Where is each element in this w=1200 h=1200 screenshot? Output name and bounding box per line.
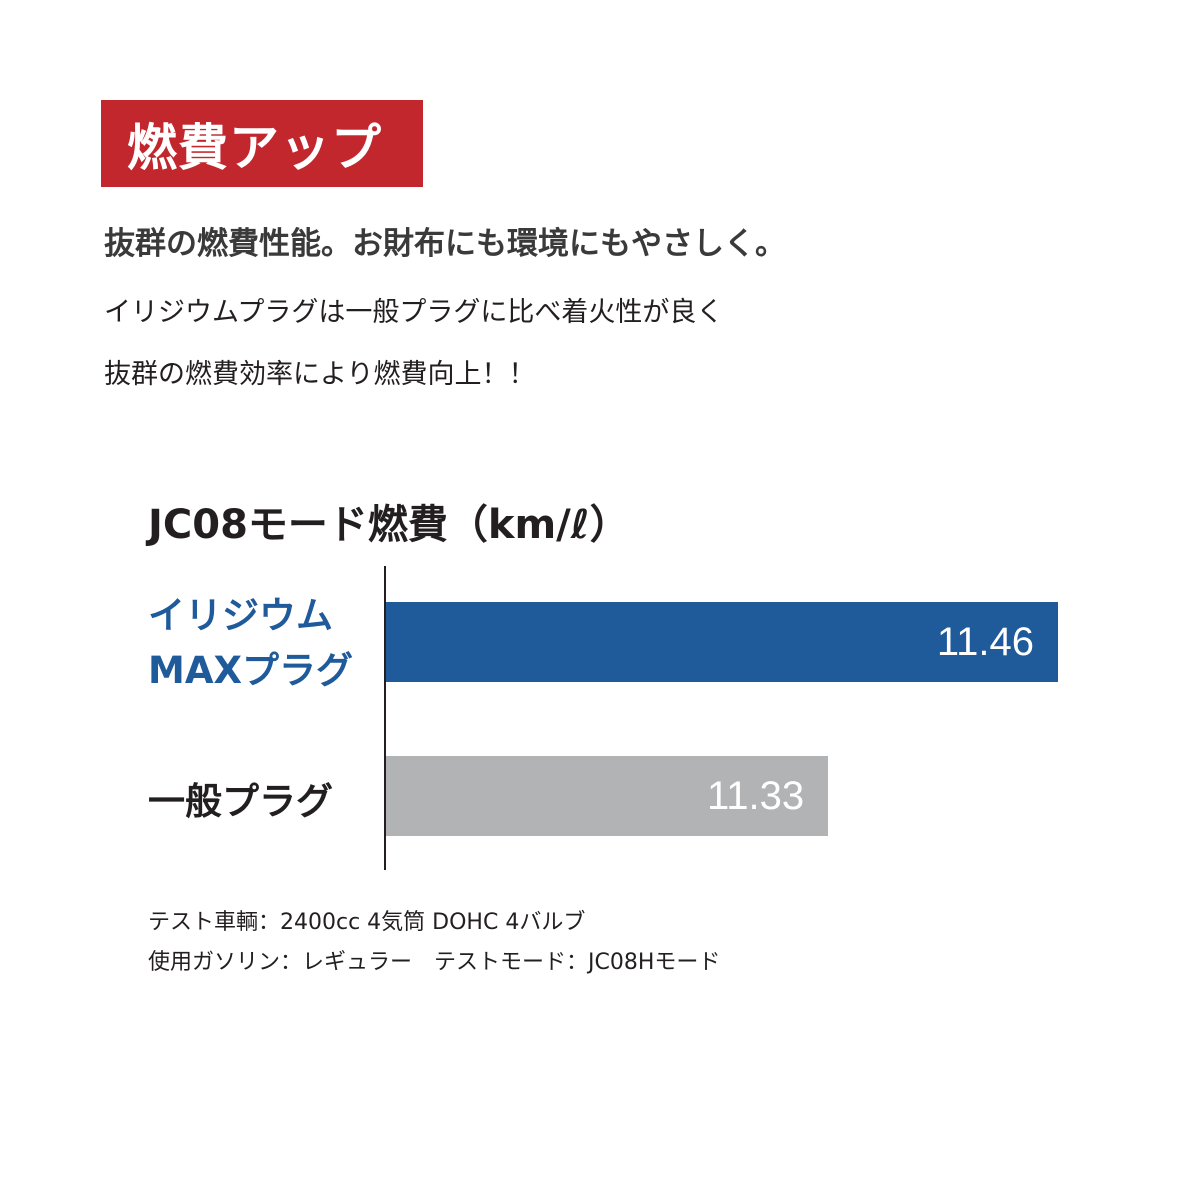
bar-value-label: 11.46: [936, 619, 1034, 664]
category-label-line: 一般プラグ: [148, 780, 333, 823]
category-label-line: MAXプラグ: [148, 649, 353, 692]
category-label-line: イリジウム: [148, 594, 333, 637]
body-text-line-2: 抜群の燃費効率により燃費向上！！: [104, 359, 536, 390]
section-badge: 燃費アップ: [101, 100, 423, 187]
chart-axis-line: [384, 566, 386, 870]
bar-standard: 11.33: [386, 756, 829, 836]
bar-iridium: 11.46: [386, 602, 1058, 682]
headline: 抜群の燃費性能。お財布にも環境にもやさしく。: [104, 226, 786, 262]
category-label-standard: 一般プラグ: [148, 774, 333, 829]
bar-value-label: 11.33: [706, 773, 805, 818]
test-note-2: 使用ガソリン：レギュラー テストモード：JC08Hモード: [148, 950, 721, 975]
body-text-line-1: イリジウムプラグは一般プラグに比べ着火性が良く: [104, 297, 724, 328]
test-note-1: テスト車輌：2400cc 4気筒 DOHC 4バルブ: [148, 910, 586, 935]
category-label-iridium: イリジウム MAXプラグ: [148, 588, 353, 698]
chart-title: JC08モード燃費（km/ℓ）: [148, 502, 630, 548]
